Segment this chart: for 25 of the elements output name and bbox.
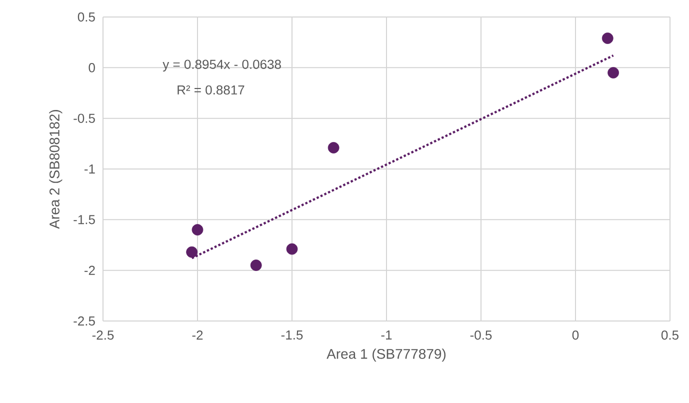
y-axis-title: Area 2 (SB808182) (49, 110, 62, 229)
point (608, 67, 619, 78)
y-tick-label: -1.5 (74, 215, 95, 224)
annotation: y = 0.8954x - 0.0638 (162, 60, 281, 72)
y-tick-label: 0 (88, 63, 95, 72)
y-tick-label: -1 (84, 164, 95, 174)
x-tick-label: 0.5 (661, 330, 678, 340)
point (186, 246, 198, 258)
x-tick-label: -0.5 (470, 330, 492, 340)
y-tick-label: -2 (84, 266, 95, 275)
x-tick-label: -1 (381, 330, 392, 340)
x-tick-label: -2.5 (92, 330, 114, 340)
point (192, 224, 204, 236)
x-axis-title: Area 1 (SB777879) (326, 348, 446, 362)
y-tick-label: 0.5 (78, 12, 95, 22)
y-tick-label: -2.5 (74, 316, 95, 326)
point (250, 260, 262, 271)
x-tick-label: -2 (192, 330, 203, 340)
x-tick-label: 0 (572, 330, 579, 340)
point (328, 142, 340, 154)
y-tick-label: -0.5 (74, 114, 95, 123)
point (602, 32, 614, 44)
annotation: R² = 0.8817 (178, 85, 244, 95)
point (286, 243, 298, 255)
x-tick-label: -1.5 (281, 330, 303, 340)
